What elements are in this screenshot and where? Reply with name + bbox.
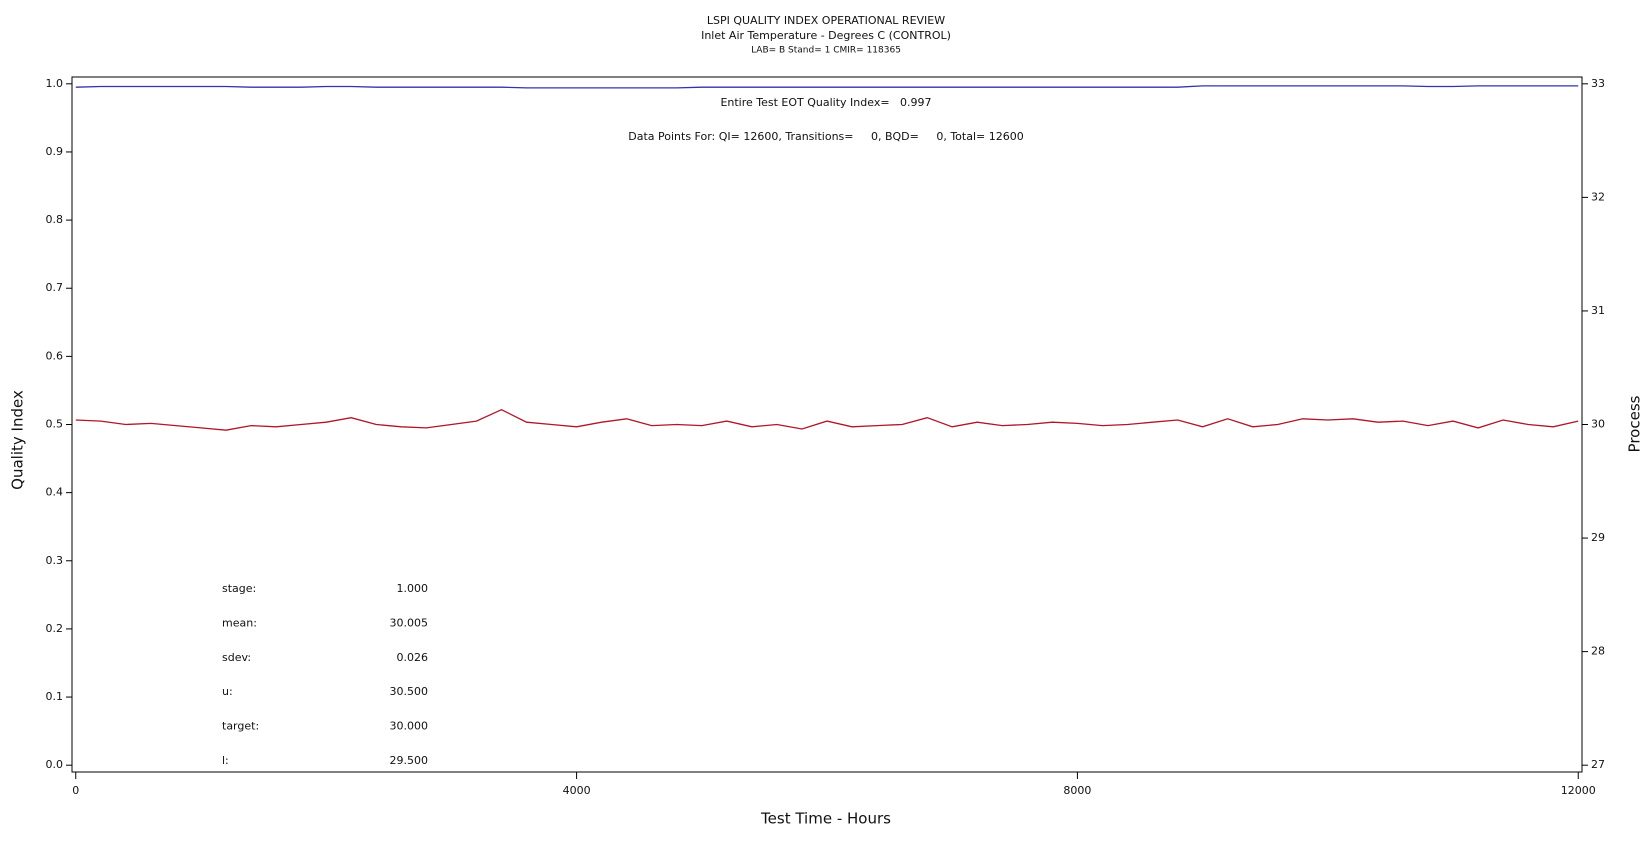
stat-label: sdev: bbox=[222, 651, 251, 664]
x-tick-label: 8000 bbox=[1063, 784, 1091, 797]
series-line bbox=[75, 85, 1579, 89]
chart-subtitle: LAB= B Stand= 1 CMIR= 118365 bbox=[751, 46, 901, 56]
y-tick-label: 0.4 bbox=[46, 486, 64, 499]
stat-label: mean: bbox=[222, 616, 257, 629]
stat-value: 30.000 bbox=[390, 720, 429, 733]
y-tick-label: 0.5 bbox=[46, 418, 64, 431]
y-axis-label: Quality Index bbox=[9, 390, 27, 490]
y2-tick-label: 31 bbox=[1591, 304, 1605, 317]
y2-tick-label: 33 bbox=[1591, 77, 1605, 90]
annotation: Data Points For: QI= 12600, Transitions=… bbox=[628, 130, 1023, 143]
stat-value: 30.500 bbox=[390, 685, 429, 698]
stat-label: stage: bbox=[222, 582, 256, 595]
stat-value: 0.026 bbox=[397, 651, 429, 664]
y2-tick-label: 32 bbox=[1591, 190, 1605, 203]
y-tick-label: 0.7 bbox=[46, 281, 64, 294]
y2-tick-label: 30 bbox=[1591, 418, 1605, 431]
stat-value: 29.500 bbox=[390, 754, 429, 767]
y-tick-label: 1.0 bbox=[46, 77, 64, 90]
x-tick-label: 0 bbox=[72, 784, 79, 797]
y-tick-label: 0.2 bbox=[46, 622, 64, 635]
stat-label: u: bbox=[222, 685, 233, 698]
chart-title: LSPI QUALITY INDEX OPERATIONAL REVIEW bbox=[707, 14, 945, 27]
y-tick-label: 0.6 bbox=[46, 349, 64, 362]
stat-label: l: bbox=[222, 754, 229, 767]
chart-subtitle: Inlet Air Temperature - Degrees C (CONTR… bbox=[701, 29, 951, 42]
y2-tick-label: 27 bbox=[1591, 758, 1605, 771]
y2-tick-label: 28 bbox=[1591, 645, 1605, 658]
y-tick-label: 0.3 bbox=[46, 554, 64, 567]
y-tick-label: 0.8 bbox=[46, 213, 64, 226]
x-axis-label: Test Time - Hours bbox=[760, 810, 891, 828]
x-tick-label: 4000 bbox=[563, 784, 591, 797]
stat-value: 1.000 bbox=[397, 582, 429, 595]
y-tick-label: 0.0 bbox=[46, 758, 64, 771]
x-tick-label: 12000 bbox=[1561, 784, 1596, 797]
stat-value: 30.005 bbox=[390, 616, 429, 629]
y2-axis-label: Process bbox=[1626, 395, 1644, 452]
stat-label: target: bbox=[222, 720, 259, 733]
series-line bbox=[75, 408, 1579, 431]
annotation: Entire Test EOT Quality Index= 0.997 bbox=[720, 96, 931, 109]
y2-tick-label: 29 bbox=[1591, 531, 1605, 544]
y-tick-label: 0.1 bbox=[46, 690, 64, 703]
y-tick-label: 0.9 bbox=[46, 145, 64, 158]
